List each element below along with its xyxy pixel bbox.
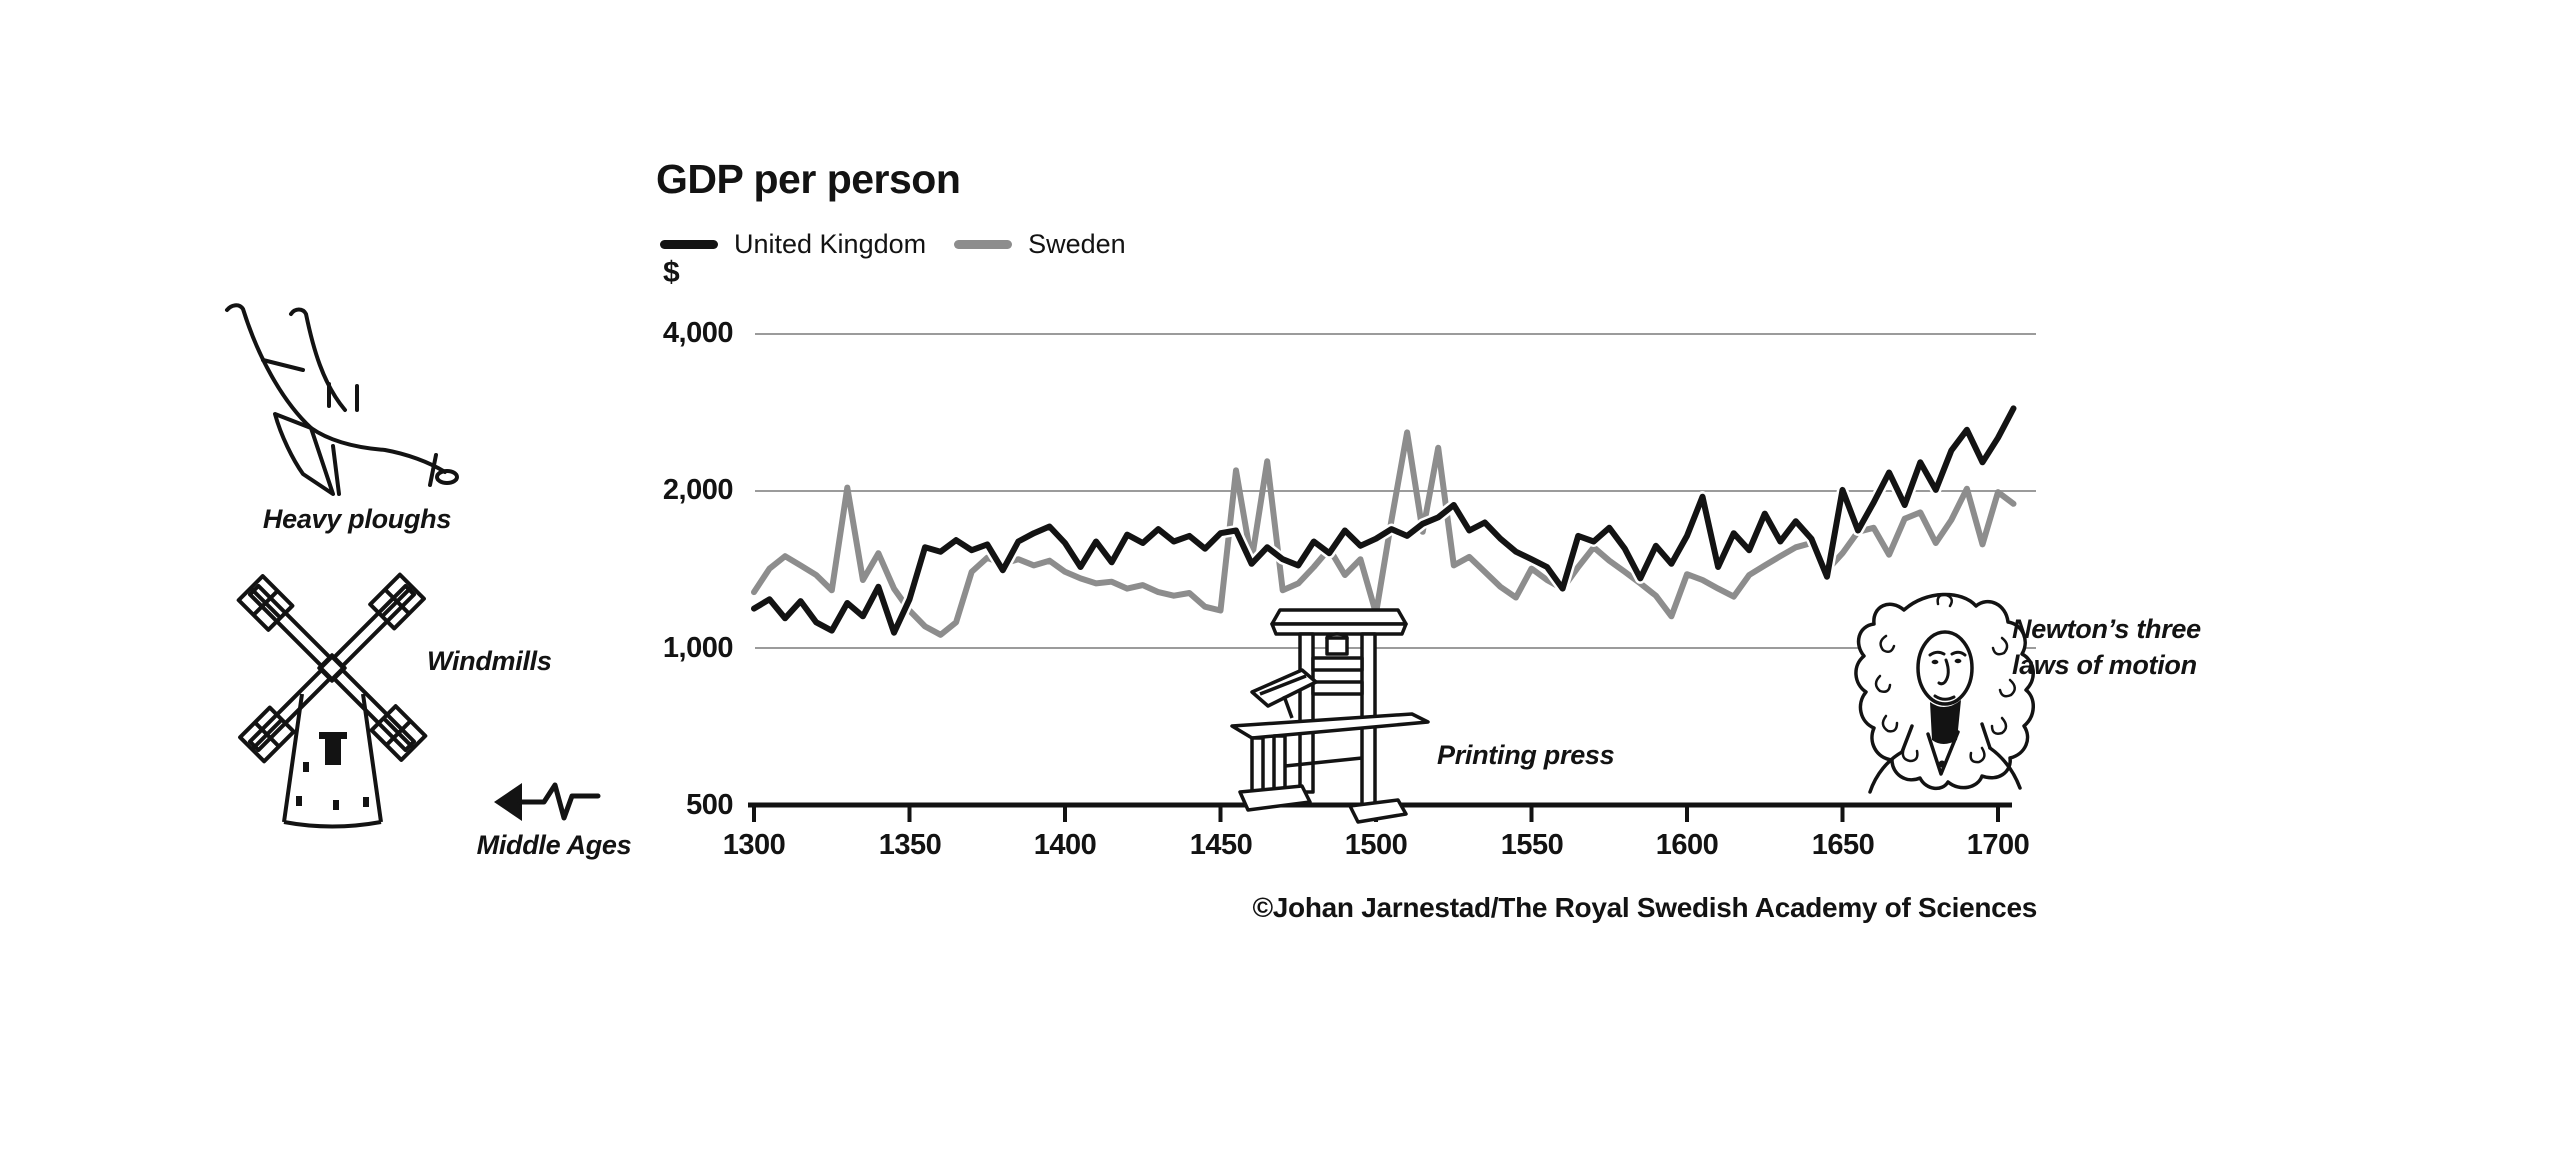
- sweden-series-line: [751, 429, 2017, 638]
- legend-swatch-united-kingdom: [660, 240, 718, 249]
- printing-press-label: Printing press: [1437, 740, 1615, 770]
- heavy-ploughs-label: Heavy ploughs: [262, 504, 452, 534]
- newton-portrait-illustration: [1854, 592, 2035, 794]
- x-tick-1450: 1450: [1189, 829, 1253, 861]
- y-tick-1000: 1,000: [662, 632, 734, 664]
- printing-press-illustration: [1230, 608, 1430, 824]
- legend-label-sweden: Sweden: [1028, 229, 1126, 259]
- x-tick-1400: 1400: [1033, 829, 1097, 861]
- windmill-illustration: [236, 572, 428, 829]
- y-axis-unit-label: $: [663, 256, 680, 289]
- x-tick-1300: 1300: [722, 829, 786, 861]
- x-tick-1550: 1550: [1500, 829, 1564, 861]
- heavy-plough-illustration: [225, 303, 459, 496]
- chart-legend: United Kingdom Sweden: [660, 229, 1126, 260]
- y-tick-4000: 4,000: [662, 317, 734, 349]
- x-tick-1350: 1350: [878, 829, 942, 861]
- x-tick-1600: 1600: [1655, 829, 1719, 861]
- newton-annotation-line1: Newton’s three: [2012, 614, 2201, 644]
- x-tick-1700: 1700: [1966, 829, 2030, 861]
- middle-ages-label: Middle Ages: [476, 830, 632, 860]
- newton-annotation-line2: laws of motion: [2012, 650, 2197, 680]
- y-tick-500: 500: [686, 789, 733, 821]
- x-tick-1500: 1500: [1344, 829, 1408, 861]
- x-tick-1650: 1650: [1811, 829, 1875, 861]
- newton-annotation: Newton’s three laws of motion: [2012, 611, 2201, 683]
- uk-series-line: [751, 405, 2017, 636]
- windmills-label: Windmills: [427, 646, 552, 676]
- legend-swatch-sweden: [954, 240, 1013, 249]
- credit-line: ©Johan Jarnestad/The Royal Swedish Acade…: [1252, 892, 2037, 923]
- middle-ages-arrow-icon: [494, 782, 601, 821]
- y-tick-2000: 2,000: [662, 474, 734, 506]
- chart-title: GDP per person: [656, 156, 961, 202]
- legend-label-united-kingdom: United Kingdom: [734, 229, 927, 259]
